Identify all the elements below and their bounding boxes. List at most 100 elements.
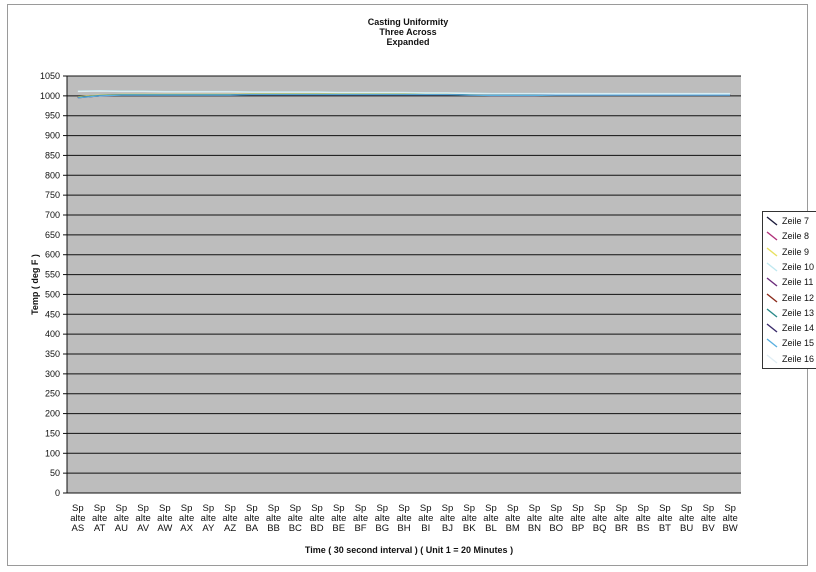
x-tick-label: Sp: [637, 503, 649, 514]
x-tick-label: BG: [375, 523, 389, 534]
plot-area: [67, 76, 741, 493]
x-axis-ticks: SpalteASSpalteATSpalteAUSpalteAVSpalteAW…: [70, 503, 738, 534]
x-tick-label: BB: [267, 523, 280, 534]
legend-swatch-line: [766, 216, 778, 226]
x-tick-label: BV: [702, 523, 715, 534]
x-tick-label: alte: [527, 513, 542, 524]
x-tick-label: Sp: [572, 503, 584, 514]
x-tick-label: Sp: [485, 503, 497, 514]
x-tick-label: alte: [396, 513, 411, 524]
x-tick-label: AZ: [224, 523, 236, 534]
y-tick-label: 1000: [40, 91, 60, 101]
x-tick-label: Sp: [594, 503, 606, 514]
x-tick-label: Sp: [616, 503, 628, 514]
legend-swatch-line: [766, 231, 778, 241]
x-tick-label: Sp: [703, 503, 715, 514]
y-tick-label: 900: [45, 131, 60, 141]
legend-swatch: [766, 262, 778, 272]
x-tick-label: AT: [94, 523, 106, 534]
x-tick-label: BT: [659, 523, 671, 534]
x-tick-label: Sp: [376, 503, 388, 514]
x-tick-label: alte: [157, 513, 172, 524]
x-tick-label: alte: [201, 513, 216, 524]
legend-swatch-line: [766, 338, 778, 348]
legend-item: Zeile 9: [766, 246, 816, 258]
x-tick-label: Sp: [181, 503, 193, 514]
x-tick-label: alte: [462, 513, 477, 524]
x-tick-label: alte: [179, 513, 194, 524]
legend-swatch: [766, 277, 778, 287]
y-tick-label: 350: [45, 349, 60, 359]
x-tick-label: alte: [722, 513, 737, 524]
legend-swatch: [766, 216, 778, 226]
y-axis-ticks: 0 50 100 150 200 250 300 350 400 450 500 550 600 650 7…: [40, 71, 67, 498]
legend-item: Zeile 12: [766, 292, 816, 304]
legend-label: Zeile 11: [782, 277, 814, 288]
x-tick-label: alte: [549, 513, 564, 524]
x-tick-label: alte: [679, 513, 694, 524]
legend-item: Zeile 10: [766, 261, 816, 273]
x-tick-label: Sp: [398, 503, 410, 514]
x-tick-label: alte: [635, 513, 650, 524]
chart-title-line-2: Three Across: [379, 27, 437, 37]
x-tick-label: BO: [549, 523, 563, 534]
x-tick-label: alte: [244, 513, 259, 524]
y-tick-label: 500: [45, 289, 60, 299]
x-tick-label: Sp: [246, 503, 258, 514]
x-tick-label: BW: [722, 523, 737, 534]
y-tick-label: 600: [45, 250, 60, 260]
x-tick-label: BI: [421, 523, 430, 534]
x-tick-label: alte: [222, 513, 237, 524]
x-tick-label: alte: [353, 513, 368, 524]
legend-swatch-line: [766, 308, 778, 318]
x-tick-label: alte: [70, 513, 85, 524]
chart-title-line-3: Expanded: [386, 37, 430, 47]
x-tick-label: Sp: [529, 503, 541, 514]
legend-label: Zeile 15: [782, 338, 815, 349]
x-tick-label: Sp: [681, 503, 693, 514]
x-tick-label: Sp: [420, 503, 432, 514]
x-tick-label: alte: [266, 513, 281, 524]
x-tick-label: BP: [572, 523, 585, 534]
y-tick-label: 800: [45, 170, 60, 180]
legend-swatch: [766, 308, 778, 318]
x-tick-label: Sp: [463, 503, 475, 514]
chart-legend: Zeile 7 Zeile 8 Zeile 9 Zeile 10 Zeile 11 Zei…: [762, 211, 816, 369]
y-tick-label: 200: [45, 409, 60, 419]
x-tick-label: Sp: [159, 503, 171, 514]
x-tick-label: alte: [505, 513, 520, 524]
legend-label: Zeile 10: [782, 261, 815, 272]
x-tick-label: alte: [592, 513, 607, 524]
x-tick-label: Sp: [94, 503, 106, 514]
x-tick-label: BD: [310, 523, 323, 534]
x-tick-label: BC: [289, 523, 302, 534]
legend-label: Zeile 12: [782, 292, 815, 303]
legend-item: Zeile 13: [766, 307, 816, 319]
x-tick-label: alte: [135, 513, 150, 524]
x-tick-label: alte: [375, 513, 390, 524]
x-tick-label: alte: [440, 513, 455, 524]
legend-swatch-line: [766, 247, 778, 257]
x-tick-label: Sp: [724, 503, 736, 514]
x-tick-label: alte: [614, 513, 629, 524]
x-tick-label: Sp: [203, 503, 215, 514]
legend-label: Zeile 14: [782, 323, 815, 334]
x-tick-label: AU: [115, 523, 128, 534]
legend-swatch-line: [766, 292, 778, 303]
x-tick-label: BF: [354, 523, 366, 534]
x-tick-label: Sp: [137, 503, 149, 514]
x-axis-title: Time ( 30 second interval ) ( Unit 1 = 2…: [305, 545, 513, 555]
chart-title-line-1: Casting Uniformity: [367, 17, 449, 27]
x-tick-label: Sp: [224, 503, 236, 514]
legend-label: Zeile 16: [782, 353, 815, 364]
y-tick-label: 150: [45, 428, 60, 438]
x-tick-label: BR: [615, 523, 628, 534]
x-tick-label: BL: [485, 523, 497, 534]
x-tick-label: alte: [288, 513, 303, 524]
legend-item: Zeile 11: [766, 276, 816, 288]
x-tick-label: Sp: [507, 503, 519, 514]
x-tick-label: AS: [72, 523, 85, 534]
x-tick-label: alte: [309, 513, 324, 524]
legend-swatch: [766, 323, 778, 333]
